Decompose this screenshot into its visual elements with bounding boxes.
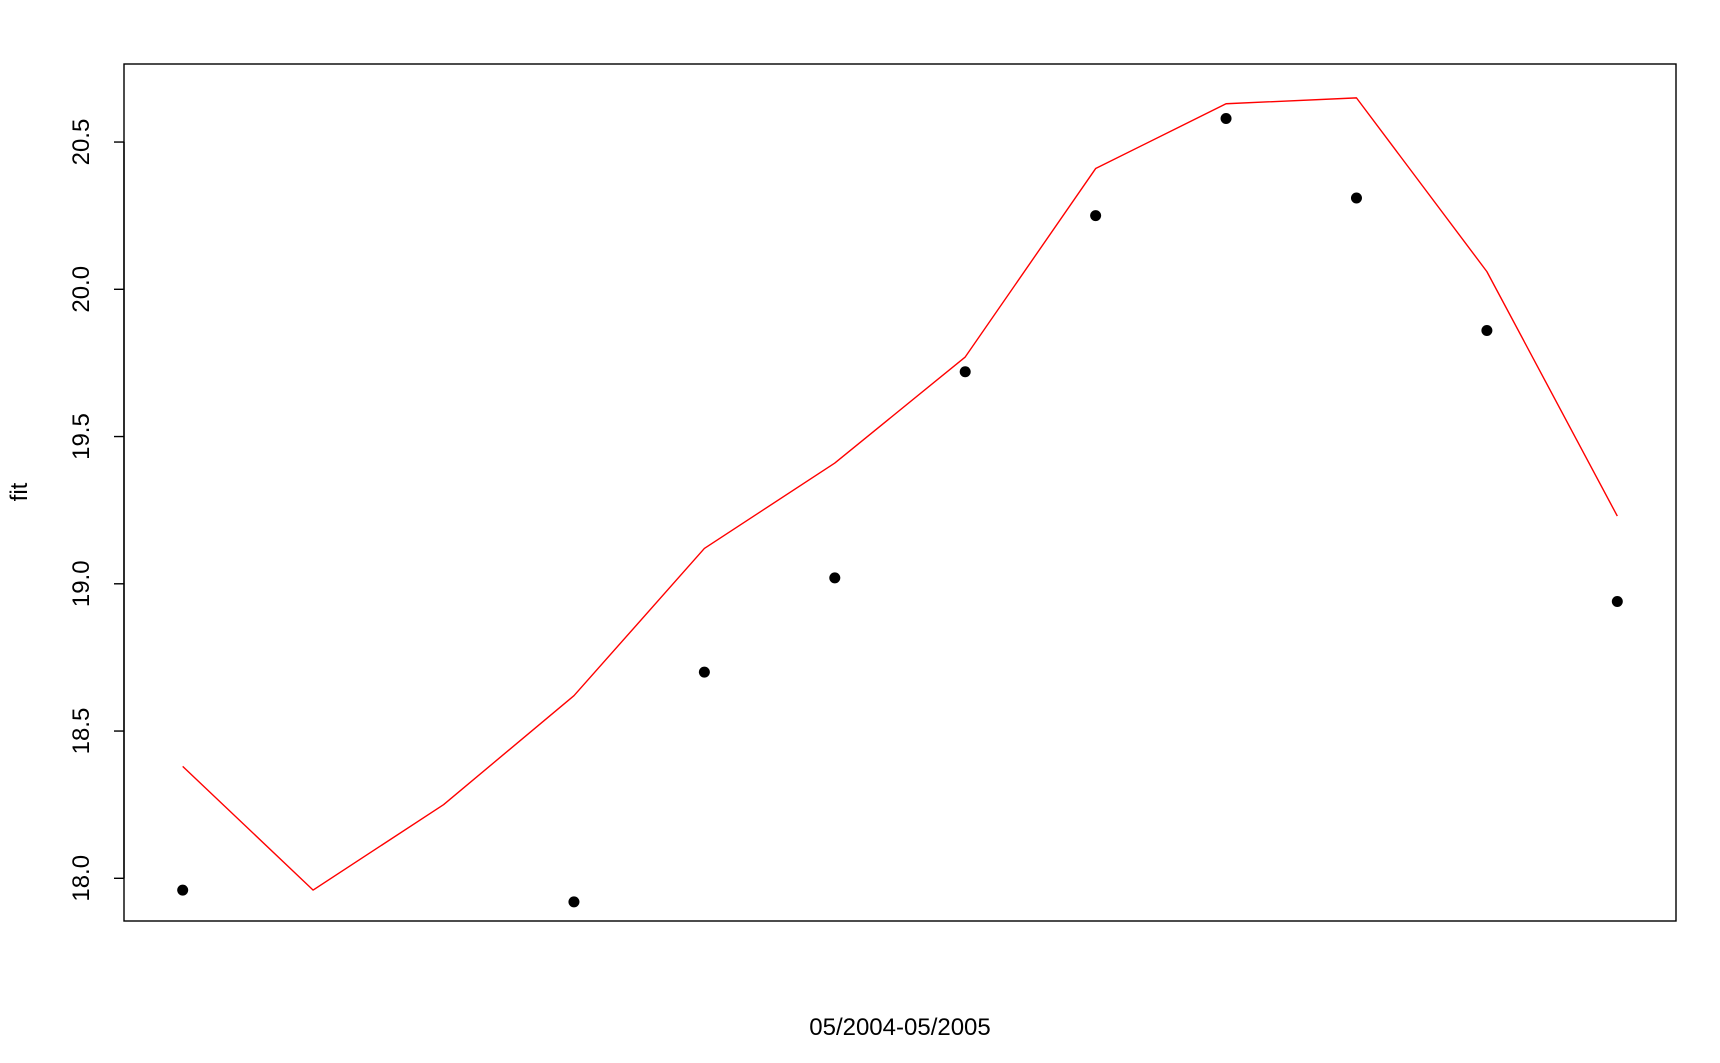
data-point [568, 896, 580, 908]
y-tick-label: 20.5 [68, 119, 95, 166]
y-tick-label: 20.0 [68, 266, 95, 313]
data-point [829, 572, 841, 584]
data-point [1220, 112, 1232, 124]
data-point [1090, 210, 1102, 222]
data-point [1481, 325, 1493, 337]
x-axis-label: 05/2004-05/2005 [809, 1014, 991, 1041]
y-tick-label: 18.0 [68, 855, 95, 902]
fitted-line [182, 97, 1618, 891]
data-point [177, 884, 189, 896]
data-point [1350, 192, 1362, 204]
data-point [959, 366, 971, 378]
y-tick-label: 18.5 [68, 708, 95, 755]
y-tick-label: 19.5 [68, 413, 95, 460]
y-axis-label: fit [6, 482, 33, 501]
plot-layer: 18.0 18.5 19.0 19.5 20.0 20.5 [68, 63, 1677, 922]
y-tick-label: 19.0 [68, 560, 95, 607]
plot-frame [123, 63, 1677, 922]
data-point [1611, 595, 1623, 607]
data-point [698, 666, 710, 678]
